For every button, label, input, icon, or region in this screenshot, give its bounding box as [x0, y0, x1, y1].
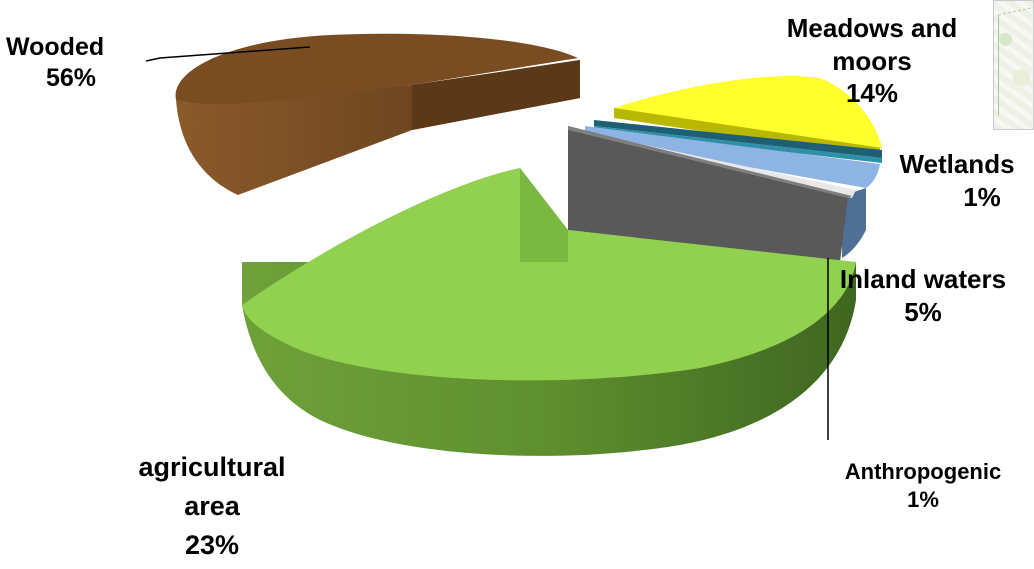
- label-inland-waters: Inland waters 5%: [812, 263, 1034, 328]
- slice-wetlands: [594, 120, 882, 163]
- slice-agricultural-area: [242, 168, 856, 456]
- slice-grey-top: [568, 126, 852, 198]
- label-meadows-name: Meadows and moors: [786, 13, 958, 76]
- label-wooded: Wooded 56%: [6, 32, 146, 95]
- label-inland-value: 5%: [904, 296, 942, 327]
- label-wetlands-name: Wetlands: [899, 149, 1015, 179]
- slice-grey: [568, 126, 852, 262]
- label-agricultural-area: agricultural area 23%: [112, 448, 312, 565]
- slice-agricultural-top: [242, 168, 856, 381]
- slice-inland-side: [842, 188, 866, 258]
- slice-meadows-top: [614, 76, 882, 148]
- slice-grey-side: [568, 126, 848, 262]
- label-wetlands-value: 1%: [963, 181, 1001, 212]
- label-anthropogenic-name: Anthropogenic: [844, 459, 1002, 484]
- label-agricultural-name: agricultural area: [138, 452, 286, 522]
- label-inland-name: Inland waters: [839, 264, 1007, 294]
- label-anthropogenic: Anthropogenic 1%: [812, 458, 1034, 513]
- label-meadows-value: 14%: [845, 78, 899, 108]
- slice-wooded: [175, 33, 580, 195]
- slice-inland-waters: [585, 126, 880, 258]
- slice-inland-top: [585, 126, 880, 188]
- leader-line-wooded: [145, 46, 311, 62]
- label-wooded-value: 56%: [46, 64, 97, 93]
- label-anthropogenic-value: 1%: [907, 486, 939, 512]
- map-thumbnail: [993, 0, 1034, 130]
- label-wetlands: Wetlands 1%: [880, 148, 1034, 213]
- label-agricultural-value: 23%: [184, 530, 240, 561]
- slice-agricultural-inner: [520, 168, 568, 262]
- slice-wetlands-side: [594, 126, 882, 163]
- slice-wetlands-top: [594, 120, 882, 158]
- label-wooded-name: Wooded: [6, 33, 105, 61]
- slice-wooded-inner: [412, 60, 580, 130]
- label-meadows-and-moors: Meadows and moors 14%: [752, 12, 992, 110]
- slice-wooded-top: [175, 33, 578, 105]
